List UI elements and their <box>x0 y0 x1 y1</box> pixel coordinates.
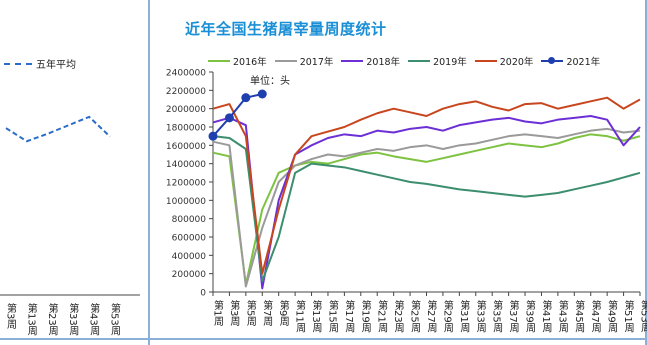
series-point-2021年 <box>257 89 267 99</box>
y-tick-label: 1600000 <box>166 142 206 152</box>
legend-label: 2019年 <box>433 57 467 68</box>
x-tick-label: 第33周 <box>474 299 486 334</box>
x-tick-label: 第53周 <box>639 299 647 334</box>
y-tick-label: 800000 <box>172 215 207 225</box>
left-legend-label: 五年平均 <box>36 60 76 71</box>
main-legend: 2016年 2017年 2018年 2019年 2020年 2021年 <box>208 54 647 68</box>
x-tick-label: 第35周 <box>491 299 503 334</box>
left-x-tick-label: 第43周 <box>88 302 100 337</box>
panel-divider <box>148 0 150 345</box>
legend-label: 2016年 <box>233 57 267 68</box>
x-tick-label: 第15周 <box>326 299 338 334</box>
legend-item: 2020年 <box>474 54 534 68</box>
legend-swatch <box>274 60 297 62</box>
left-x-tick-label: 第33周 <box>67 302 79 337</box>
legend-item: 2017年 <box>274 54 334 68</box>
x-tick-label: 第25周 <box>409 299 421 334</box>
legend-swatch <box>208 60 230 62</box>
x-tick-label: 第19周 <box>359 299 371 334</box>
series-line-2018年 <box>212 115 641 290</box>
y-tick-label: 1000000 <box>166 197 206 207</box>
x-tick-label: 第41周 <box>540 299 552 334</box>
x-tick-label: 第39周 <box>524 299 536 334</box>
legend-item: 2019年 <box>408 54 467 68</box>
series-point-2021年 <box>208 131 218 141</box>
left-x-tick-label: 第53周 <box>109 302 121 337</box>
five-year-average-swatch <box>4 62 32 65</box>
legend-swatch <box>408 60 431 62</box>
legend-label: 2017年 <box>299 57 334 68</box>
legend-swatch <box>341 60 364 62</box>
legend-swatch <box>474 60 497 62</box>
x-tick-label: 第11周 <box>294 299 306 334</box>
bottom-frame-line <box>0 338 647 340</box>
unit-label: 单位：头 <box>250 76 290 87</box>
series-line-2021年 <box>212 93 263 137</box>
x-tick-label: 第21周 <box>376 299 388 334</box>
series-line-2019年 <box>212 135 641 282</box>
y-tick-label: 600000 <box>172 234 207 244</box>
x-tick-label: 第7周 <box>261 299 273 327</box>
legend-label: 2020年 <box>499 57 534 68</box>
series-point-2021年 <box>241 93 251 103</box>
y-tick-label: 2400000 <box>166 69 206 79</box>
legend-label: 2018年 <box>366 57 401 68</box>
x-tick-label: 第43周 <box>556 299 568 334</box>
legend-item: 2018年 <box>341 54 400 68</box>
y-tick-label: 1800000 <box>166 124 206 134</box>
x-tick-label: 第9周 <box>277 299 289 327</box>
x-tick-label: 第13周 <box>310 299 322 334</box>
left-x-tick-label: 第23周 <box>46 302 58 337</box>
left-x-tick-label: 第3周 <box>5 302 17 330</box>
series-line-2017年 <box>212 127 641 288</box>
series-line-2016年 <box>212 133 641 286</box>
left-chart-panel: 五年平均 第3周 第13周 第23周 第33周 第43周 第53周 <box>0 0 148 345</box>
series-line-2020年 <box>212 96 641 275</box>
y-tick-label: 1400000 <box>166 160 206 170</box>
y-tick-label: 200000 <box>172 270 207 280</box>
left-series-line <box>5 115 111 143</box>
x-tick-label: 第1周 <box>212 299 224 327</box>
x-tick-label: 第31周 <box>458 299 470 334</box>
y-tick-label: 0 <box>200 289 206 299</box>
x-tick-label: 第23周 <box>392 299 404 334</box>
legend-item: 2021年 <box>541 54 600 68</box>
x-tick-label: 第29周 <box>441 299 453 334</box>
left-legend: 五年平均 <box>4 56 76 71</box>
y-tick-label: 2200000 <box>166 87 206 97</box>
right-frame-line <box>645 0 647 345</box>
x-tick-label: 第5周 <box>244 299 256 327</box>
x-tick-label: 第37周 <box>507 299 519 334</box>
left-x-tick-label: 第13周 <box>25 302 37 337</box>
x-tick-label: 第51周 <box>622 299 634 334</box>
legend-item: 2016年 <box>208 54 267 68</box>
y-tick-label: 2000000 <box>166 105 206 115</box>
x-tick-label: 第47周 <box>589 299 601 334</box>
x-tick-label: 第49周 <box>606 299 618 334</box>
x-tick-label: 第45周 <box>573 299 585 334</box>
x-tick-label: 第27周 <box>425 299 437 334</box>
x-tick-label: 第3周 <box>228 299 240 327</box>
chart-title: 近年全国生猪屠宰量周度统计 <box>185 20 387 38</box>
y-tick-label: 1200000 <box>166 179 206 189</box>
y-tick-label: 400000 <box>172 252 207 262</box>
x-tick-label: 第17周 <box>343 299 355 334</box>
legend-label: 2021年 <box>566 57 601 68</box>
series-point-2021年 <box>224 113 234 123</box>
left-chart-svg: 第3周 第13周 第23周 第33周 第43周 第53周 <box>0 115 140 337</box>
legend-swatch <box>541 57 564 64</box>
